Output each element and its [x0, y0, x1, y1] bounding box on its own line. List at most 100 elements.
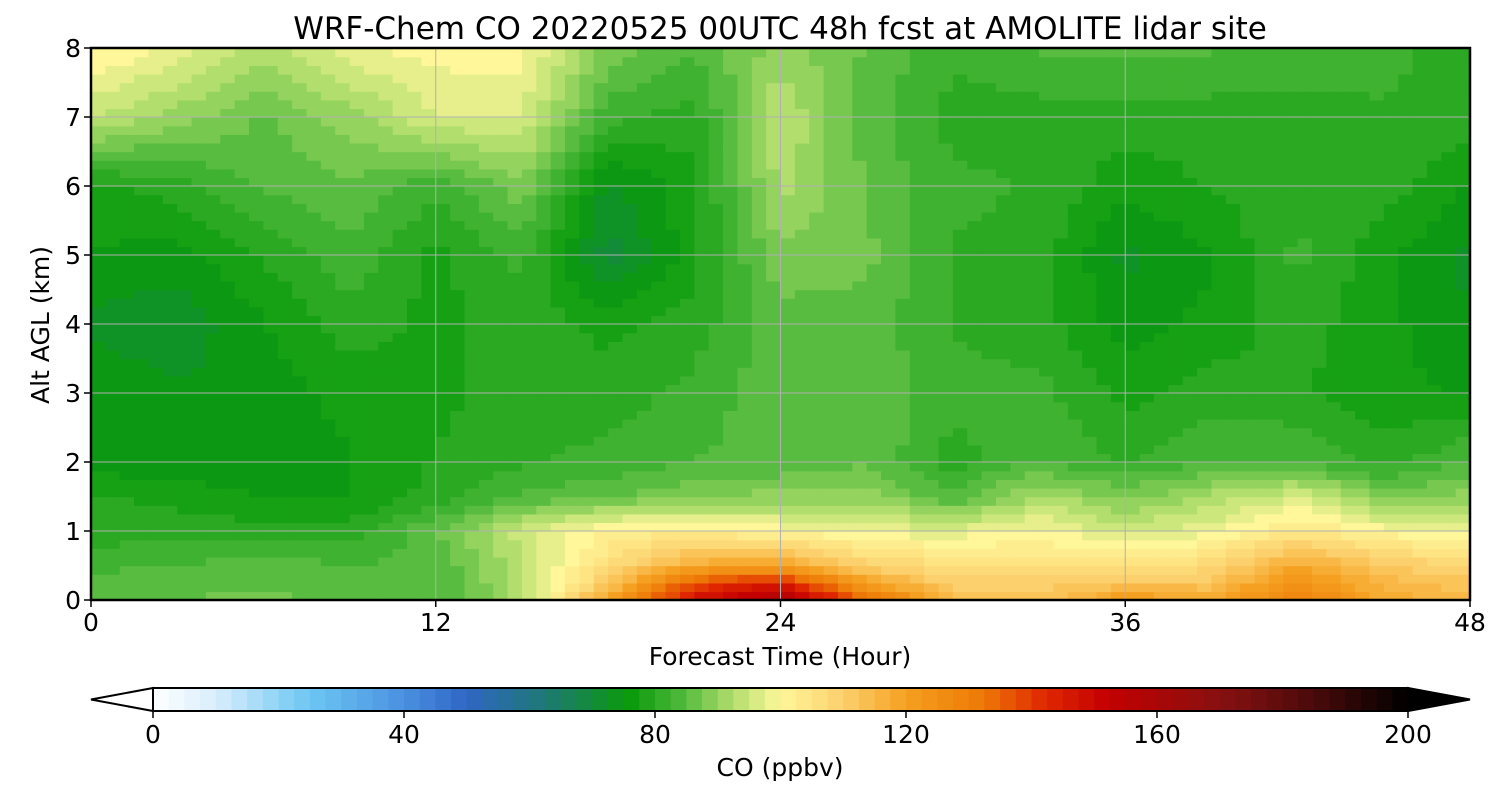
contour-cell [952, 375, 968, 386]
contour-cell [995, 531, 1012, 541]
contour-cell [823, 332, 839, 342]
contour-cell [335, 211, 351, 222]
contour-cell [1254, 418, 1270, 429]
contour-cell [507, 341, 523, 351]
contour-cell [751, 393, 767, 403]
contour-cell [105, 272, 121, 282]
contour-cell [909, 324, 925, 334]
contour-cell [981, 272, 997, 282]
contour-cell [263, 505, 279, 515]
contour-cell [277, 168, 293, 179]
contour-cell [435, 582, 451, 593]
contour-cell [1441, 168, 1457, 179]
contour-cell [205, 418, 221, 429]
contour-cell [780, 194, 796, 204]
contour-cell [1082, 479, 1098, 489]
contour-cell [277, 367, 293, 377]
contour-cell [809, 531, 825, 541]
contour-cell [636, 531, 652, 541]
contour-cell [1125, 177, 1141, 187]
contour-cell [277, 496, 293, 506]
contour-cell [679, 255, 696, 265]
contour-cell [679, 556, 696, 567]
contour-cell [665, 186, 681, 196]
contour-cell [191, 513, 207, 524]
contour-cell [349, 574, 365, 584]
contour-cell [1311, 591, 1328, 600]
contour-cell [694, 565, 710, 575]
contour-cell [249, 375, 265, 386]
contour-cell [220, 358, 236, 368]
contour-cell [277, 255, 293, 265]
contour-cell [234, 436, 250, 446]
contour-cell [320, 324, 336, 334]
contour-cell [162, 531, 178, 541]
contour-cell [435, 531, 451, 541]
contour-cell [162, 410, 178, 420]
contour-cell [536, 220, 552, 230]
contour-cell [478, 436, 494, 446]
contour-cell [162, 582, 178, 593]
contour-cell [895, 272, 911, 282]
contour-cell [435, 556, 451, 567]
contour-cell [622, 401, 638, 411]
contour-cell [1398, 496, 1414, 506]
contour-cell [938, 556, 954, 567]
contour-cell [1197, 246, 1213, 256]
contour-cell [1010, 556, 1026, 567]
contour-cell [1412, 315, 1428, 325]
contour-cell [1355, 479, 1371, 489]
contour-cell [1383, 591, 1399, 600]
contour-cell [1441, 194, 1457, 204]
contour-cell [1340, 384, 1356, 394]
contour-cell [234, 418, 250, 429]
contour-cell [866, 315, 882, 325]
contour-cell [91, 280, 107, 291]
contour-cell [837, 237, 854, 248]
contour-cell [967, 462, 983, 472]
contour-cell [694, 246, 710, 256]
contour-cell [1355, 556, 1371, 567]
contour-cell [780, 565, 796, 575]
contour-cell [895, 203, 911, 213]
contour-cell [1412, 177, 1428, 187]
contour-cell [1398, 401, 1414, 411]
contour-cell [895, 298, 911, 308]
contour-cell [478, 487, 494, 498]
contour-cell [306, 229, 322, 239]
contour-cell [507, 384, 523, 394]
contour-cell [794, 453, 810, 463]
contour-cell [249, 298, 265, 308]
contour-cell [665, 582, 681, 593]
contour-cell [1326, 487, 1342, 498]
contour-cell [335, 194, 351, 204]
contour-cell [895, 280, 911, 291]
contour-cell [823, 324, 839, 334]
contour-cell [450, 341, 466, 351]
contour-cell [1455, 358, 1470, 368]
contour-cell [938, 496, 954, 506]
contour-cell [493, 427, 509, 437]
contour-cell [1426, 358, 1442, 368]
contour-cell [1297, 453, 1313, 463]
contour-cell [1168, 280, 1184, 291]
contour-cell [622, 229, 638, 239]
contour-cell [392, 151, 408, 161]
contour-cell [349, 194, 365, 204]
contour-cell [1153, 194, 1170, 204]
contour-cell [421, 255, 437, 265]
contour-cell [435, 186, 451, 196]
contour-cell [1383, 298, 1399, 308]
contour-cell [1283, 367, 1299, 377]
contour-cell [1311, 444, 1328, 455]
contour-cell [464, 341, 480, 351]
contour-cell [636, 591, 652, 600]
contour-cell [837, 436, 854, 446]
contour-cell [579, 168, 595, 179]
contour-cell [249, 582, 265, 593]
contour-cell [148, 306, 164, 317]
contour-cell [1125, 427, 1141, 437]
contour-cell [1197, 306, 1213, 317]
contour-cell [349, 358, 365, 368]
contour-cell [924, 246, 940, 256]
